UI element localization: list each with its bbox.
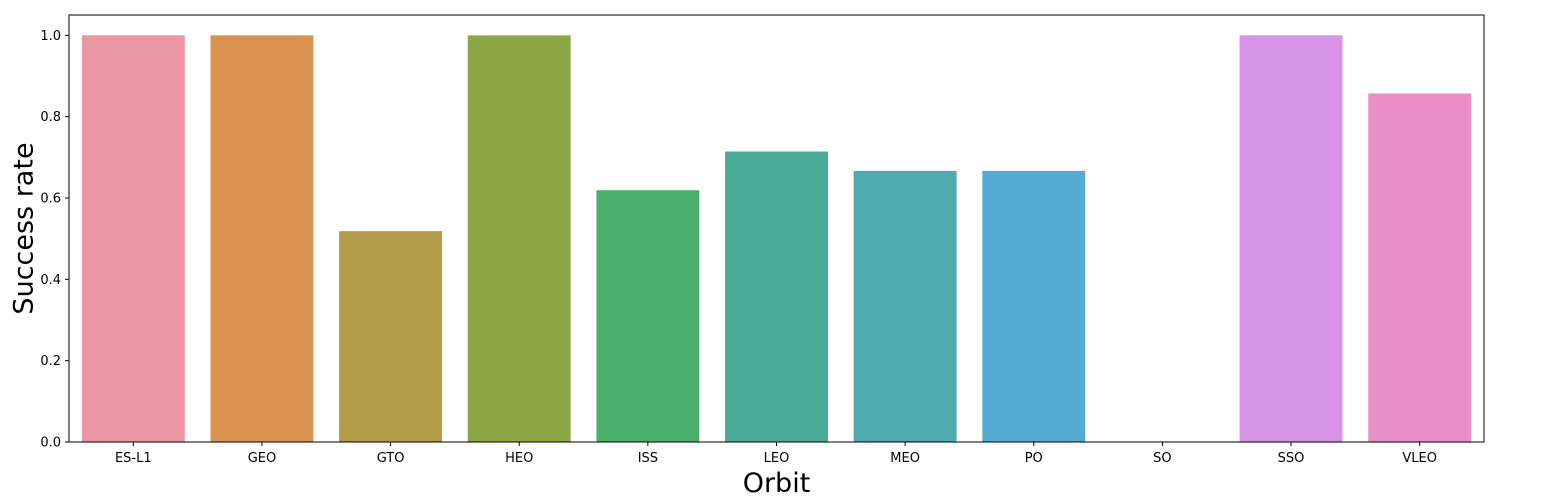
x-tick-label: LEO: [764, 451, 790, 466]
y-tick-label: 0.4: [40, 273, 61, 288]
bar-heo: [467, 35, 571, 442]
y-tick-label: 0.8: [40, 110, 61, 125]
x-tick-label: HEO: [505, 451, 533, 466]
y-tick-label: 1.0: [40, 29, 61, 44]
x-tick-label: PO: [1025, 451, 1043, 466]
y-axis-title: Success rate: [9, 142, 40, 314]
bar-leo: [725, 151, 828, 442]
bar-sso: [1239, 35, 1343, 442]
y-tick-label: 0.0: [40, 436, 61, 451]
x-tick-label: SSO: [1278, 451, 1305, 466]
y-axis: 0.0 0.2 0.4 0.6 0.8 1.0: [40, 29, 69, 451]
x-tick-label: ES-L1: [115, 451, 152, 466]
bars-group: [81, 35, 1472, 443]
bar-es-l1: [81, 35, 185, 442]
bar-geo: [210, 35, 314, 442]
x-axis: ES-L1 GEO GTO HEO ISS LEO MEO PO SO SSO VLEO: [115, 442, 1437, 466]
bar-iss: [596, 190, 700, 442]
y-tick-label: 0.2: [40, 354, 61, 369]
bar-gto: [339, 231, 443, 442]
plot-frame: [68, 14, 1485, 443]
x-tick-label: VLEO: [1402, 451, 1437, 466]
x-tick-label: GTO: [377, 451, 405, 466]
y-tick-label: 0.6: [40, 192, 61, 207]
x-tick-label: SO: [1153, 451, 1171, 466]
x-tick-label: GEO: [248, 451, 277, 466]
x-tick-label: ISS: [638, 451, 658, 466]
x-axis-title: Orbit: [743, 468, 811, 499]
x-tick-label: MEO: [890, 451, 920, 466]
bar-vleo: [1368, 93, 1472, 443]
bar-meo: [853, 170, 957, 442]
bar-po: [982, 170, 1086, 442]
